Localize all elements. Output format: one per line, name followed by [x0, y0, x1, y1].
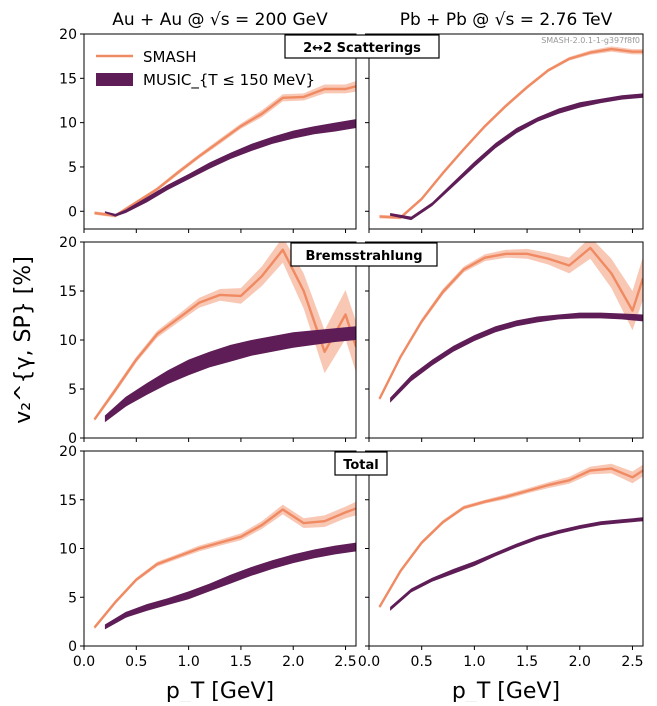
legend-music-label: MUSIC_{T ≤ 150 MeV}: [143, 71, 315, 90]
panel-total_au: 0 5 10 15 20 0.0 0.5 1.0 1.5 2.0 2.5: [59, 444, 356, 670]
music-band: [104, 119, 356, 217]
panel-total_pb: 0.0 0.5 1.0 1.5 2.0 2.5: [358, 450, 644, 670]
row-label-scatterings-text: 2↔2 Scatterings: [303, 41, 421, 56]
y-tick-label: 20: [59, 235, 77, 251]
row-label-bremsstrahlung: Bremsstrahlung: [290, 242, 438, 267]
x-tick-label: 2.0: [569, 654, 591, 670]
y-tick-label: 15: [59, 493, 77, 509]
x-tick-label: 2.0: [282, 654, 304, 670]
panel-scat_au: 0 5 10 15 20: [59, 27, 357, 233]
panel-scat_pb: [365, 33, 644, 233]
x-tick-label: 1.0: [177, 654, 199, 670]
plot-area: [378, 242, 643, 403]
plot-area: [379, 46, 643, 221]
x-tick-label: 1.0: [463, 654, 485, 670]
music-band: [390, 93, 643, 221]
column-title-pb: Pb + Pb @ √s = 2.76 TeV: [400, 10, 613, 30]
row-label-bremsstrahlung-text: Bremsstrahlung: [305, 249, 422, 264]
version-tag: SMASH-2.0.1-1-g397f8f0: [541, 36, 640, 45]
plot-area: [93, 242, 356, 423]
smash-error-band: [94, 501, 356, 630]
x-axis-label-left: p_T [GeV]: [166, 679, 274, 702]
music-band: [390, 517, 643, 611]
y-tick-label: 0: [68, 639, 77, 655]
x-tick-label: 0.0: [73, 654, 95, 670]
plot-area: [93, 501, 356, 630]
x-axis-label-right: p_T [GeV]: [452, 679, 560, 702]
music-band: [390, 312, 643, 403]
y-tick-label: 20: [59, 27, 77, 43]
x-tick-label: 1.5: [516, 654, 538, 670]
legend-music-band: [96, 73, 133, 86]
row-label-scatterings: 2↔2 Scatterings: [284, 34, 440, 59]
panel-brems_au: 0 5 10 15 20: [59, 235, 357, 447]
y-tick-label: 0: [68, 431, 77, 447]
y-tick-label: 10: [59, 116, 77, 132]
row-label-total: Total: [334, 451, 388, 476]
x-tick-label: 1.5: [230, 654, 252, 670]
x-tick-label: 0.0: [358, 654, 380, 670]
y-axis-label: v₂^{γ, SP} [%]: [11, 256, 36, 424]
smash-line: [378, 467, 643, 608]
row-label-total-text: Total: [343, 458, 379, 473]
y-tick-label: 5: [68, 590, 77, 606]
smash-line: [378, 246, 643, 400]
music-band: [104, 542, 356, 630]
smash-error-band: [94, 81, 356, 218]
plot-area: [94, 81, 356, 218]
y-tick-label: 10: [59, 542, 77, 558]
panel-frame: [83, 33, 357, 230]
x-tick-label: 2.5: [334, 654, 356, 670]
smash-line: [93, 507, 356, 629]
x-tick-label: 0.5: [411, 654, 433, 670]
music-band: [104, 326, 356, 423]
smash-line: [379, 47, 643, 219]
x-tick-label: 2.5: [621, 654, 643, 670]
y-tick-label: 0: [68, 204, 77, 220]
legend-smash-label: SMASH: [143, 48, 197, 66]
legend: SMASH MUSIC_{T ≤ 150 MeV}: [96, 48, 315, 90]
panel-brems_pb: [365, 241, 644, 442]
y-tick-label: 5: [68, 160, 77, 176]
y-tick-label: 15: [59, 284, 77, 300]
x-tick-label: 0.5: [125, 654, 147, 670]
panel-frame: [368, 33, 644, 230]
y-tick-label: 5: [68, 382, 77, 398]
y-tick-label: 10: [59, 333, 77, 349]
plot-area: [378, 463, 643, 611]
y-tick-label: 20: [59, 444, 77, 460]
smash-line: [94, 85, 356, 217]
y-tick-label: 15: [59, 71, 77, 87]
column-title-au: Au + Au @ √s = 200 GeV: [112, 10, 328, 30]
